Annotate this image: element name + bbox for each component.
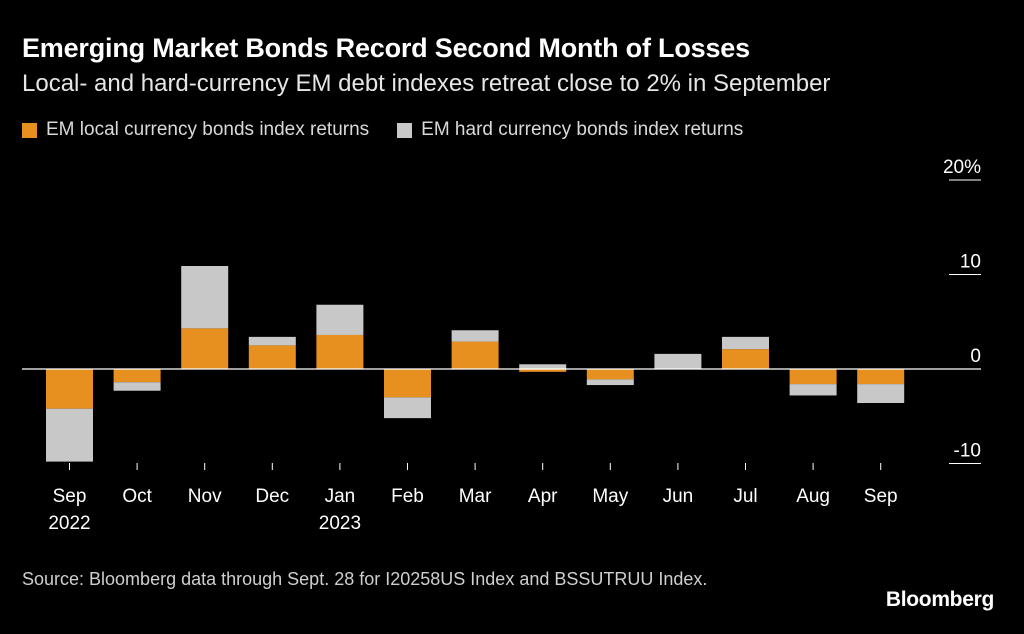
x-tick-year-label: 2023: [319, 513, 361, 534]
bar-local: [451, 341, 499, 369]
bar-hard: [451, 330, 499, 342]
x-tick-label: Oct: [122, 486, 152, 507]
bar-local: [248, 345, 296, 369]
x-tick-label: Jul: [733, 486, 757, 507]
legend-swatch-hard: [397, 122, 413, 138]
bar-hard: [857, 384, 905, 404]
legend: EM local currency bonds index returns EM…: [22, 119, 771, 141]
x-tick-label: Aug: [796, 486, 830, 507]
bar-hard: [384, 397, 431, 419]
bar-hard: [654, 353, 702, 369]
bar-hard: [722, 336, 769, 350]
legend-label-hard: EM hard currency bonds index returns: [421, 119, 744, 140]
x-tick-label: Sep: [53, 486, 87, 507]
y-tick-label: 0: [970, 346, 981, 367]
bar-local: [519, 369, 567, 372]
y-tick-label: -10: [954, 441, 981, 462]
bar-hard: [113, 382, 161, 391]
legend-swatch-local: [22, 122, 37, 138]
bar-local: [113, 369, 161, 383]
bar-local: [46, 369, 93, 409]
bar-local: [181, 328, 229, 369]
x-tick-label: Jun: [663, 486, 694, 507]
bar-hard: [181, 265, 229, 329]
bar-hard: [248, 336, 296, 346]
bar-hard: [586, 379, 634, 386]
legend-item-hard: EM hard currency bonds index returns: [397, 119, 743, 141]
y-tick-label: 20%: [943, 157, 981, 178]
source-note: Source: Bloomberg data through Sept. 28 …: [22, 569, 708, 589]
x-tick-label: May: [592, 486, 628, 507]
x-tick-label: Nov: [188, 486, 222, 507]
legend-label-local: EM local currency bonds index returns: [46, 119, 370, 140]
chart-title: Emerging Market Bonds Record Second Mont…: [22, 33, 750, 63]
y-tick-label: 10: [960, 252, 981, 273]
x-tick-year-label: 2022: [48, 513, 90, 534]
x-tick-label: Feb: [391, 486, 424, 507]
bar-hard: [316, 304, 364, 335]
bar-local: [316, 334, 364, 369]
bar-hard: [519, 364, 567, 369]
x-tick-label: Mar: [459, 486, 492, 507]
bar-local: [789, 369, 837, 385]
x-tick-label: Dec: [255, 486, 289, 507]
chart-subtitle: Local- and hard-currency EM debt indexes…: [22, 70, 831, 97]
x-tick-label: Jan: [325, 486, 356, 507]
bar-hard: [46, 408, 93, 462]
x-tick-label: Sep: [864, 486, 898, 507]
bar-local: [384, 369, 431, 398]
bloomberg-logo: Bloomberg: [885, 588, 994, 611]
bar-local: [586, 369, 634, 380]
legend-item-local: EM local currency bonds index returns: [22, 119, 369, 141]
bar-local: [857, 369, 905, 385]
bar-hard: [789, 384, 837, 396]
x-tick-label: Apr: [528, 486, 558, 507]
bar-local: [722, 349, 769, 369]
